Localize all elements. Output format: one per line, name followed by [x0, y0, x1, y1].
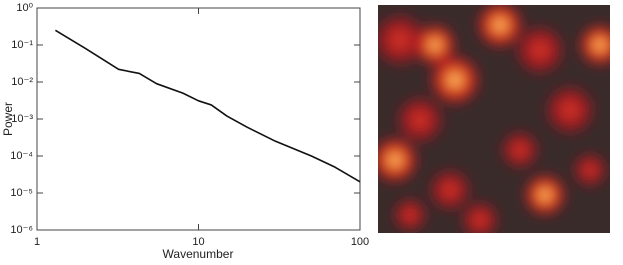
y-tick-label: 10⁻⁵: [10, 187, 33, 199]
y-tick-label: 10⁰: [16, 2, 33, 14]
x-tick-label: 100: [351, 236, 369, 248]
y-tick-label: 10⁻⁴: [10, 150, 33, 162]
x-tick-label: 10: [192, 236, 204, 248]
heatmap-image: [378, 5, 610, 233]
y-tick-label: 10⁻¹: [11, 39, 33, 51]
plot-frame: [36, 7, 361, 231]
x-tick-label: 1: [34, 236, 40, 248]
y-tick-label: 10⁻⁶: [10, 224, 33, 236]
x-axis-title: Wavenumber: [163, 247, 234, 261]
y-tick-label: 10⁻³: [11, 113, 33, 125]
y-axis-title: Power: [1, 102, 15, 136]
power-line: [54, 29, 361, 183]
y-tick-label: 10⁻²: [11, 76, 33, 88]
